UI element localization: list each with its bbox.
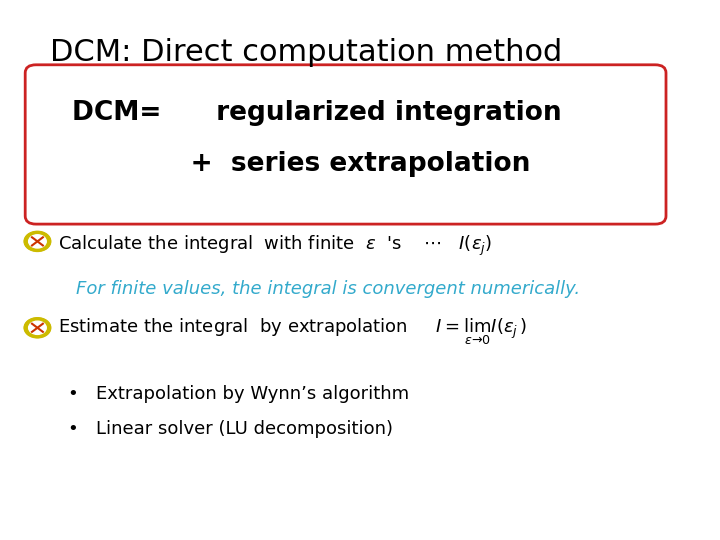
FancyBboxPatch shape: [25, 65, 666, 224]
Text: Calculate the integral  with finite  $\varepsilon$  's    $\cdots$   $I(\varepsi: Calculate the integral with finite $\var…: [58, 234, 492, 258]
Text: •   Linear solver (LU decomposition): • Linear solver (LU decomposition): [68, 420, 393, 438]
Circle shape: [24, 318, 50, 338]
Text: For finite values, the integral is convergent numerically.: For finite values, the integral is conve…: [76, 280, 580, 298]
Circle shape: [24, 232, 50, 251]
Text: DCM: Direct computation method: DCM: Direct computation method: [50, 38, 562, 67]
Text: DCM=      regularized integration: DCM= regularized integration: [72, 100, 562, 126]
Circle shape: [29, 235, 46, 248]
Text: +  series extrapolation: + series extrapolation: [72, 151, 531, 177]
Text: •   Extrapolation by Wynn’s algorithm: • Extrapolation by Wynn’s algorithm: [68, 385, 410, 403]
Text: Estimate the integral  by extrapolation     $I = \lim_{\varepsilon \to 0} I(\var: Estimate the integral by extrapolation $…: [58, 317, 527, 347]
Circle shape: [29, 321, 46, 334]
